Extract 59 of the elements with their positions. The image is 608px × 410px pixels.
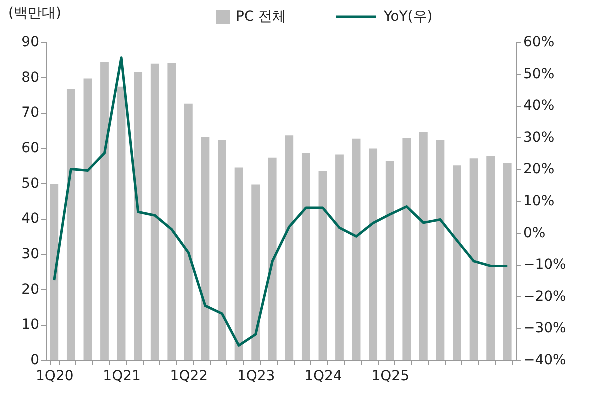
x-tick-label: 1Q24 <box>304 368 342 384</box>
y-axis-title: (백만대) <box>8 6 62 22</box>
bar <box>268 158 277 360</box>
y-tick-label: 0 <box>30 352 40 368</box>
bar <box>369 148 378 360</box>
bar <box>486 156 496 360</box>
y-tick-label: 50 <box>22 176 40 192</box>
y2-tick-label: −20% <box>524 288 566 305</box>
bar <box>184 104 193 360</box>
bar <box>84 78 92 360</box>
bar <box>150 64 160 360</box>
y2-tick-label: 0% <box>524 225 546 242</box>
bar <box>318 170 328 360</box>
bar <box>336 154 344 360</box>
y-tick-label: 80 <box>22 70 40 86</box>
x-tick-label: 1Q22 <box>170 368 208 384</box>
y2-tick-label: 20% <box>524 162 555 178</box>
bar <box>218 140 226 360</box>
y-tick-label: 60 <box>22 140 40 156</box>
bar <box>436 140 445 360</box>
bar <box>50 184 59 360</box>
bar <box>453 166 462 360</box>
y2-tick-label: 60% <box>524 34 555 50</box>
bar <box>386 161 394 360</box>
x-tick-label: 1Q20 <box>36 368 74 384</box>
bar <box>470 158 478 360</box>
y-tick-label: 20 <box>22 282 40 298</box>
bar <box>201 137 210 360</box>
y-tick-label: 70 <box>22 105 40 122</box>
bar <box>285 136 294 360</box>
y2-tick-label: 50% <box>524 66 555 82</box>
bar <box>66 88 76 360</box>
y2-tick-label: 40% <box>524 98 555 114</box>
line-series <box>53 56 509 347</box>
bar <box>168 63 176 360</box>
y2-tick-label: −10% <box>524 257 566 274</box>
bar <box>117 86 126 360</box>
bar <box>402 138 412 360</box>
bar <box>302 153 310 360</box>
legend-label: PC 전체 <box>236 9 287 25</box>
bar <box>252 184 260 360</box>
bar <box>100 62 109 360</box>
bar <box>352 138 361 360</box>
y-tick-label: 10 <box>22 317 40 334</box>
y-tick-label: 30 <box>22 246 40 262</box>
y2-tick-label: −40% <box>524 352 566 368</box>
y2-tick-label: 30% <box>524 130 555 146</box>
y-tick-label: 90 <box>22 34 40 50</box>
y2-tick-label: 10% <box>524 194 555 210</box>
x-tick-label: 1Q21 <box>103 368 141 384</box>
x-tick-label: 1Q25 <box>372 368 410 384</box>
legend-label: YoY(우) <box>383 9 433 25</box>
bar <box>134 72 143 360</box>
y2-tick-label: −30% <box>524 320 566 337</box>
bar <box>234 168 244 360</box>
bar <box>419 132 428 360</box>
bar <box>503 164 512 360</box>
y-tick-label: 40 <box>22 211 40 228</box>
x-tick-label: 1Q23 <box>237 368 276 384</box>
